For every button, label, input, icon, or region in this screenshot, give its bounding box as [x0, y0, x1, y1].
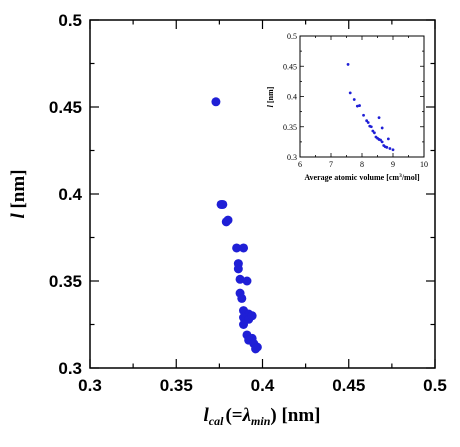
main-y-tick-label: 0.35 [49, 272, 82, 291]
inset-plot-frame [299, 35, 425, 158]
inset-data-point [352, 98, 356, 101]
main-x-axis-unit: [nm] [277, 405, 321, 426]
inset-x-tick-label: 8 [360, 160, 364, 169]
main-data-point [211, 97, 221, 107]
inset-data-point [373, 131, 376, 135]
inset-points [346, 63, 395, 152]
inset-y-axis-title: l [nm] [266, 86, 275, 107]
inset-x-tick-label: 10 [420, 160, 428, 169]
inset-data-point [380, 126, 384, 130]
main-x-tick-label: 0.4 [251, 376, 275, 395]
inset-data-point [385, 145, 389, 149]
main-y-ticks: 0.3 0.35 0.4 0.45 0.5 [49, 11, 435, 378]
main-data-point [247, 311, 257, 321]
main-data-point [218, 199, 228, 209]
main-x-axis-subscript: cal [209, 414, 224, 428]
inset-y-ticks: 0.3 0.35 0.4 0.45 0.5 [283, 32, 424, 162]
inset-data-point [348, 91, 352, 95]
main-data-point [235, 274, 245, 284]
inset-data-point [371, 129, 375, 133]
inset-data-point [362, 113, 365, 117]
main-data-point [223, 215, 233, 225]
main-y-axis-title: l [nm] [8, 169, 29, 218]
inset-data-point [391, 148, 395, 152]
inset-data-point [369, 125, 373, 129]
inset-x-axis-text: Average atomic volume [cm [304, 173, 399, 182]
inset-data-point [388, 147, 392, 150]
inset-chart: 6 7 8 9 10 0.3 0.35 0.4 0.45 0.5 Average atomic … [266, 32, 428, 182]
inset-x-tick-label: 7 [329, 160, 333, 169]
main-y-tick-label: 0.45 [49, 98, 82, 117]
main-y-tick-label: 0.3 [58, 359, 82, 378]
inset-x-axis-sup: 3 [399, 173, 402, 179]
inset-x-tick-label: 6 [298, 160, 302, 169]
main-y-tick-label: 0.5 [58, 11, 82, 30]
inset-y-tick-label: 0.4 [287, 93, 297, 102]
inset-y-tick-label: 0.5 [287, 32, 297, 41]
inset-x-axis-title: Average atomic volume [cm3/mol] [304, 173, 420, 182]
inset-data-point [365, 119, 369, 123]
inset-data-point [379, 138, 382, 142]
inset-data-point [377, 116, 381, 120]
main-data-point [239, 320, 249, 329]
main-y-axis-symbol: l [8, 213, 29, 219]
inset-y-tick-label: 0.3 [287, 153, 297, 162]
main-data-point [242, 276, 252, 286]
inset-data-point [358, 104, 361, 107]
inset-data-point [366, 121, 370, 124]
main-x-axis-lambda: λ [242, 405, 251, 426]
inset-data-point [346, 63, 350, 66]
main-x-axis-symbol: l [203, 405, 209, 426]
inset-data-point [380, 140, 384, 144]
main-data-point [232, 243, 242, 253]
main-x-tick-label: 0.35 [160, 376, 193, 395]
main-x-tick-label: 0.5 [423, 376, 447, 395]
main-x-axis-lambda-sub: min [251, 414, 271, 428]
inset-y-tick-label: 0.45 [283, 62, 297, 71]
inset-x-ticks: 6 7 8 9 10 [298, 36, 428, 169]
main-data-point [251, 344, 261, 354]
main-x-axis-close: ) [270, 405, 276, 426]
inset-data-point [355, 104, 359, 108]
main-data-point [237, 293, 247, 303]
main-x-tick-label: 0.3 [78, 376, 102, 395]
main-chart: 0.3 0.35 0.4 0.45 0.5 0.30.350.40.450.5 lcal… [8, 11, 447, 428]
inset-x-axis-tail: /mol] [401, 173, 420, 182]
main-x-axis-paren: (= [225, 405, 242, 426]
main-x-axis-title: lcal (=λmin) [nm] [203, 405, 320, 428]
inset-data-point [386, 137, 390, 141]
main-y-axis-unit: [nm] [8, 169, 29, 213]
main-x-tick-label: 0.45 [332, 376, 365, 395]
inset-y-axis-unit: [nm] [266, 86, 275, 105]
main-points [211, 97, 262, 354]
main-data-point [233, 264, 243, 274]
inset-y-tick-label: 0.35 [283, 123, 297, 132]
inset-x-tick-label: 9 [391, 160, 395, 169]
main-x-ticks: 0.3 0.35 0.4 0.45 0.5 [78, 20, 447, 395]
main-y-tick-label: 0.4 [58, 185, 82, 204]
inset-y-axis-symbol: l [266, 104, 275, 107]
main-data-point [239, 243, 249, 253]
